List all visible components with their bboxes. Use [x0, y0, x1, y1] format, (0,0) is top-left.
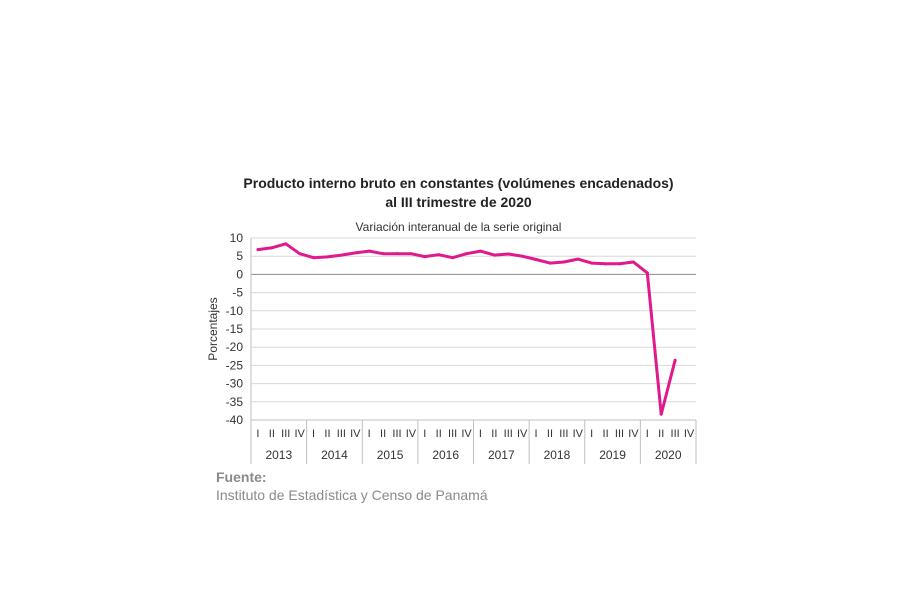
x-year-label: 2016 — [432, 448, 459, 462]
data-point — [520, 254, 524, 258]
chart-title-line-1: Producto interno bruto en constantes (vo… — [243, 175, 674, 191]
data-point — [631, 260, 635, 264]
y-tick-label: -15 — [226, 322, 244, 336]
x-quarter-label: II — [491, 428, 497, 440]
data-point — [437, 253, 441, 257]
x-year-label: 2015 — [377, 448, 404, 462]
x-quarter-label: IV — [350, 428, 361, 440]
x-year-label: 2018 — [544, 448, 571, 462]
x-year-label: 2013 — [265, 448, 292, 462]
data-point — [339, 253, 343, 257]
y-tick-label: -40 — [226, 413, 244, 427]
data-point — [298, 252, 302, 256]
data-point — [423, 255, 427, 259]
source-label: Fuente: — [216, 469, 267, 485]
x-quarter-label: IV — [406, 428, 417, 440]
x-quarter-label: III — [559, 428, 568, 440]
data-point — [604, 262, 608, 266]
data-point — [534, 257, 538, 261]
x-quarter-label: II — [380, 428, 386, 440]
y-tick-label: -35 — [226, 395, 244, 409]
chart-subtitle: Variación interanual de la serie origina… — [355, 220, 562, 234]
x-year-label: 2019 — [599, 448, 626, 462]
x-quarter-label: I — [368, 428, 371, 440]
data-point — [367, 249, 371, 253]
x-quarter-label: IV — [294, 428, 305, 440]
y-tick-label: 0 — [236, 267, 243, 281]
x-quarter-label: IV — [461, 428, 472, 440]
x-quarter-label: III — [671, 428, 680, 440]
data-point — [325, 255, 329, 259]
y-tick-label: -10 — [226, 304, 244, 318]
data-point — [284, 242, 288, 246]
x-quarter-label: III — [337, 428, 346, 440]
data-point — [618, 262, 622, 266]
data-point — [381, 252, 385, 256]
x-quarter-label: IV — [517, 428, 528, 440]
data-point — [548, 261, 552, 265]
y-tick-label: -5 — [232, 286, 243, 300]
data-point — [256, 248, 260, 252]
x-quarter-label: IV — [684, 428, 695, 440]
x-quarter-label: IV — [573, 428, 584, 440]
y-tick-label: -25 — [226, 358, 244, 372]
x-year-label: 2020 — [655, 448, 682, 462]
x-quarter-label: I — [479, 428, 482, 440]
data-point — [645, 271, 649, 275]
x-quarter-label: II — [269, 428, 275, 440]
data-point — [659, 412, 663, 416]
x-quarter-label: IV — [628, 428, 639, 440]
data-point — [673, 358, 677, 362]
axis-layer — [250, 238, 697, 464]
data-point — [478, 249, 482, 253]
x-quarter-label: I — [312, 428, 315, 440]
chart-title-line-2: al III trimestre de 2020 — [385, 194, 532, 210]
x-quarter-label: II — [658, 428, 664, 440]
data-point — [451, 256, 455, 260]
x-quarter-label: III — [615, 428, 624, 440]
x-quarter-label: II — [436, 428, 442, 440]
x-quarter-label: I — [256, 428, 259, 440]
x-quarter-label: I — [535, 428, 538, 440]
x-quarter-label: III — [281, 428, 290, 440]
x-quarter-label: I — [646, 428, 649, 440]
data-point — [312, 256, 316, 260]
data-point — [492, 253, 496, 257]
x-quarter-label: III — [448, 428, 457, 440]
data-point — [576, 257, 580, 261]
data-point — [590, 261, 594, 265]
y-tick-label: -30 — [226, 377, 244, 391]
x-quarter-label: II — [547, 428, 553, 440]
x-quarter-label: II — [603, 428, 609, 440]
series-layer — [256, 242, 677, 416]
data-point — [270, 246, 274, 250]
data-point — [353, 251, 357, 255]
x-year-label: 2014 — [321, 448, 348, 462]
y-tick-label: -20 — [226, 340, 244, 354]
x-quarter-label: III — [504, 428, 513, 440]
x-quarter-label: II — [324, 428, 330, 440]
data-point — [506, 252, 510, 256]
y-tick-label: 5 — [236, 249, 243, 263]
x-quarter-label: I — [423, 428, 426, 440]
data-point — [562, 260, 566, 264]
data-point — [409, 252, 413, 256]
y-tick-label: 10 — [230, 231, 244, 245]
data-point — [395, 252, 399, 256]
data-point — [465, 252, 469, 256]
grid-layer — [251, 237, 696, 421]
x-quarter-label: I — [590, 428, 593, 440]
x-quarter-label: III — [392, 428, 401, 440]
source-text: Instituto de Estadística y Censo de Pana… — [216, 487, 488, 503]
x-year-label: 2017 — [488, 448, 515, 462]
y-axis-label: Porcentajes — [206, 297, 220, 360]
